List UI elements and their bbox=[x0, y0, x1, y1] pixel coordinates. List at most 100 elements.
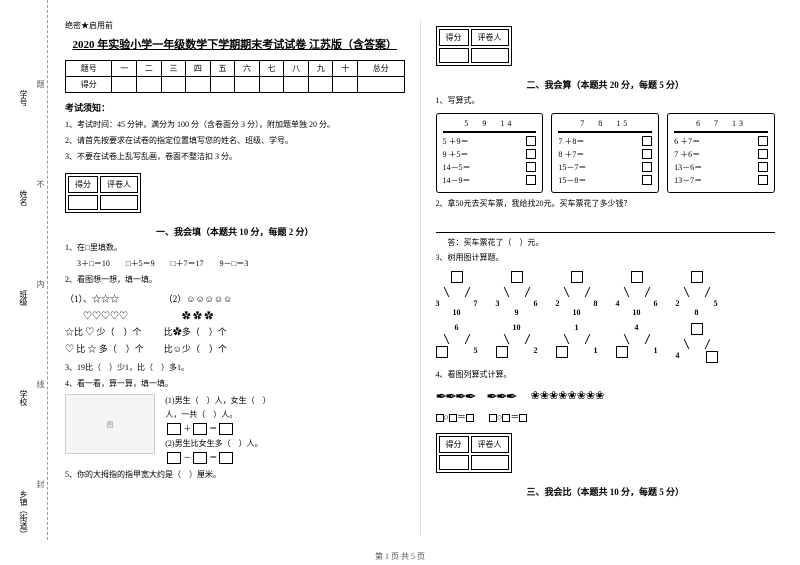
reviewer-label: 评卷人 bbox=[471, 29, 509, 46]
section-score-box: 得分评卷人 bbox=[65, 173, 141, 213]
binding-label: 学号 bbox=[18, 90, 29, 106]
calc-head: 7 8 15 bbox=[558, 118, 652, 133]
shape-right: （2）☺☺☺☺☺ ✿ ✿ ✿ 比✿多（ ）个 比☺少（ ）个 bbox=[164, 290, 232, 358]
eq: 7 ＋6＝ bbox=[674, 149, 700, 160]
secret-label: 绝密★启用前 bbox=[65, 20, 405, 31]
number-tree: 369 bbox=[496, 271, 538, 317]
number-tree: 11 bbox=[556, 323, 598, 363]
calc-box: 7 8 15 7 ＋8＝ 8 ＋7＝ 15－7＝ 15－8＝ bbox=[551, 113, 659, 193]
eq: □＋5＝9 bbox=[126, 259, 155, 268]
shape-line: ☆比 ♡ 少（ ）个 bbox=[65, 325, 144, 339]
eq: 9－□＝3 bbox=[220, 259, 249, 268]
eq: 8 ＋7＝ bbox=[558, 149, 584, 160]
binding-mark: 题 bbox=[35, 80, 46, 88]
number-tree: 4610 bbox=[616, 271, 658, 317]
calc-head: 5 9 14 bbox=[443, 118, 537, 133]
shape-line: ♡♡♡♡♡ bbox=[65, 309, 144, 323]
binding-label: 姓名 bbox=[18, 190, 29, 206]
th: 三 bbox=[161, 61, 186, 77]
tree-row: 65 102 11 41 4 bbox=[436, 323, 776, 363]
number-tree: 3710 bbox=[436, 271, 478, 317]
eq: □＋7＝17 bbox=[171, 259, 204, 268]
score-label: 得分 bbox=[439, 29, 469, 46]
number-tree: 2810 bbox=[556, 271, 598, 317]
eq: 14－9＝ bbox=[443, 175, 471, 186]
th: 八 bbox=[284, 61, 309, 77]
q4-equations: (1)男生（ ）人，女生（ ） 人，一共（ ）人。 ＋＝ (2)男生比女生多（ … bbox=[165, 394, 270, 466]
eq: 14－5＝ bbox=[443, 162, 471, 173]
th: 九 bbox=[308, 61, 333, 77]
line: (1)男生（ ）人，女生（ ） bbox=[165, 396, 270, 405]
number-tree: 4 bbox=[676, 323, 718, 363]
score-label: 得分 bbox=[439, 436, 469, 453]
eq: 15－7＝ bbox=[558, 162, 586, 173]
shape-line: （1）、☆☆☆ bbox=[65, 292, 144, 306]
page-content: 绝密★启用前 2020 年实验小学一年级数学下学期期末考试试卷 江苏版（含答案）… bbox=[0, 0, 800, 540]
reviewer-label: 评卷人 bbox=[471, 436, 509, 453]
calc-boxes: 5 9 145 ＋9＝9 ＋5＝14－5＝14－9＝ 7 8 157 ＋8＝8 … bbox=[436, 113, 776, 193]
shape-line: 比☺少（ ）个 bbox=[164, 342, 232, 356]
eq: 13－6＝ bbox=[674, 162, 702, 173]
th: 五 bbox=[210, 61, 235, 77]
shape-line: 比✿多（ ）个 bbox=[164, 325, 232, 339]
notice-item: 1、考试时间：45 分钟，满分为 100 分（含卷面分 3 分），附加题单独 2… bbox=[65, 119, 405, 131]
question: 2、拿50元去买车票，我给找20元。买车票花了多少钱？ bbox=[436, 198, 776, 211]
score-table: 题号一二三四五六七八九十总分 得分 bbox=[65, 60, 405, 93]
eq: 13－7＝ bbox=[674, 175, 702, 186]
notice-title: 考试须知： bbox=[65, 101, 405, 114]
th: 二 bbox=[136, 61, 161, 77]
th: 一 bbox=[112, 61, 137, 77]
flowers-icon: ❀❀❀❀❀❀❀❀ bbox=[531, 389, 605, 402]
calc-head: 6 7 13 bbox=[674, 118, 768, 133]
question: 1、在□里填数。 bbox=[65, 242, 405, 255]
binding-margin: 封 线 内 不 题 乡镇（街道） 学校 班级 姓名 学号 bbox=[0, 0, 48, 540]
binding-mark: 不 bbox=[35, 180, 46, 188]
question: 4、看图列算式计算。 bbox=[436, 369, 776, 382]
section-title: 三、我会比（本题共 10 分，每题 5 分） bbox=[436, 485, 776, 498]
question: 5、你的大拇指的指甲宽大约是（ ）厘米。 bbox=[65, 469, 405, 482]
section-title: 一、我会填（本题共 10 分，每题 2 分） bbox=[65, 225, 405, 238]
right-column: 得分评卷人 二、我会算（本题共 20 分，每题 5 分） 1、写算式。 5 9 … bbox=[421, 20, 791, 535]
q4-content: 图 (1)男生（ ）人，女生（ ） 人，一共（ ）人。 ＋＝ (2)男生比女生多… bbox=[65, 394, 405, 466]
eq-line: ○＝ bbox=[436, 410, 474, 423]
line: (2)男生比女生多（ ）人。 bbox=[165, 439, 262, 448]
question: 4、看一看，算一算，填一填。 bbox=[65, 378, 405, 391]
answer-line bbox=[436, 215, 776, 233]
question: 3、19比（ ）少1，比（ ）多1。 bbox=[65, 362, 405, 375]
binding-mark: 线 bbox=[35, 380, 46, 388]
shape-line: （2）☺☺☺☺☺ bbox=[164, 292, 232, 306]
eq: 7 ＋8＝ bbox=[558, 136, 584, 147]
eq: 15－8＝ bbox=[558, 175, 586, 186]
number-tree: 258 bbox=[676, 271, 718, 317]
th: 十 bbox=[333, 61, 358, 77]
th: 六 bbox=[235, 61, 260, 77]
left-column: 绝密★启用前 2020 年实验小学一年级数学下学期期末考试试卷 江苏版（含答案）… bbox=[50, 20, 421, 535]
binding-label: 班级 bbox=[18, 290, 29, 306]
section-title: 二、我会算（本题共 20 分，每题 5 分） bbox=[436, 78, 776, 91]
shape-left: （1）、☆☆☆ ♡♡♡♡♡ ☆比 ♡ 少（ ）个 ♡ 比 ☆ 多（ ）个 bbox=[65, 290, 144, 358]
th: 四 bbox=[186, 61, 211, 77]
binding-mark: 内 bbox=[35, 280, 46, 288]
eq-line: ○＝ bbox=[489, 410, 527, 423]
pen-equations: ○＝ ○＝ bbox=[436, 410, 776, 423]
binding-mark: 封 bbox=[35, 480, 46, 488]
page-footer: 第 1 页 共 5 页 bbox=[0, 551, 800, 562]
section-score-box: 得分评卷人 bbox=[436, 433, 512, 473]
shape-line: ✿ ✿ ✿ bbox=[164, 309, 232, 323]
th: 题号 bbox=[66, 61, 112, 77]
question: 1、写算式。 bbox=[436, 95, 776, 108]
th: 总分 bbox=[358, 61, 404, 77]
eq: 9 ＋5＝ bbox=[443, 149, 469, 160]
tree-row: 3710 369 2810 4610 258 bbox=[436, 271, 776, 317]
line: 人，一共（ ）人。 bbox=[165, 410, 237, 419]
calc-box: 5 9 145 ＋9＝9 ＋5＝14－5＝14－9＝ bbox=[436, 113, 544, 193]
exam-title: 2020 年实验小学一年级数学下学期期末考试试卷 江苏版（含答案） bbox=[65, 36, 405, 52]
calc-box: 6 7 136 ＋7＝7 ＋6＝13－6＝13－7＝ bbox=[667, 113, 775, 193]
shapes-question: （1）、☆☆☆ ♡♡♡♡♡ ☆比 ♡ 少（ ）个 ♡ 比 ☆ 多（ ）个 （2）… bbox=[65, 290, 405, 358]
pen-diagram: ✒✒✒✒ ✒✒✒ ❀❀❀❀❀❀❀❀ bbox=[436, 386, 776, 406]
notice-item: 2、请首先按要求在试卷的指定位置填写您的姓名、班级、学号。 bbox=[65, 135, 405, 147]
answer-text: 答：买车票花了（ ）元。 bbox=[448, 237, 776, 250]
notice-item: 3、不要在试卷上乱写乱画，卷面不整洁扣 3 分。 bbox=[65, 151, 405, 163]
question: 3、树用图计算题。 bbox=[436, 252, 776, 265]
section-score-box: 得分评卷人 bbox=[436, 26, 512, 66]
